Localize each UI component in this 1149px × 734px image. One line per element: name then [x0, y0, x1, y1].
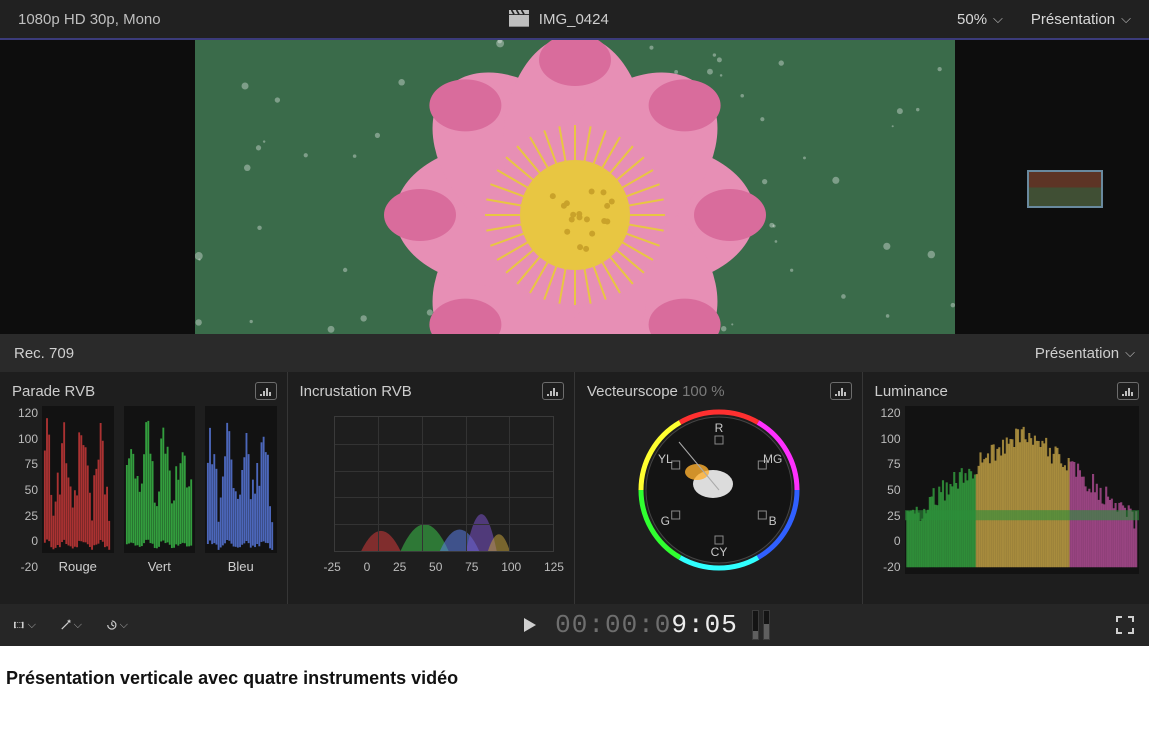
- audio-meter: [763, 610, 770, 640]
- presentation-label: Présentation: [1031, 11, 1115, 28]
- scopes-presentation-dropdown[interactable]: Présentation ⌵: [1035, 345, 1135, 362]
- luminance-area: [905, 406, 1140, 574]
- axis-tick: 50: [12, 483, 38, 497]
- audio-meters: [752, 610, 770, 640]
- chevron-down-icon: ⌵: [1125, 345, 1135, 361]
- svg-text:R: R: [715, 421, 724, 435]
- clapperboard-icon: [509, 10, 529, 28]
- axis-tick: 75: [465, 560, 478, 574]
- axis-tick: 0: [875, 534, 901, 548]
- scope-panel-parade: Parade RVB 120 100 75 50 25 0 -20 Rouge Vert Ble…: [0, 372, 288, 604]
- axis-tick: 0: [364, 560, 371, 574]
- lane-label: Bleu: [228, 559, 254, 574]
- transport-bar: ⌵ ⌵ ⌵ 00:00:09:05: [0, 604, 1149, 646]
- scopes-header: Rec. 709 Présentation ⌵: [0, 334, 1149, 372]
- svg-text:CY: CY: [711, 545, 728, 559]
- svg-text:YL: YL: [658, 452, 673, 466]
- scope-settings-button[interactable]: [542, 382, 564, 400]
- enhancements-tool-button[interactable]: ⌵: [60, 614, 82, 636]
- play-button[interactable]: [519, 614, 541, 636]
- axis-tick: 100: [12, 432, 38, 446]
- parade-lane: Rouge: [42, 406, 114, 574]
- scopes-presentation-label: Présentation: [1035, 345, 1119, 362]
- viewer-top-bar: 1080p HD 30p, Mono IMG_0424 50% ⌵ Présen…: [0, 0, 1149, 40]
- axis-tick: 120: [12, 406, 38, 420]
- axis-tick: -20: [12, 560, 38, 574]
- luminance-title: Luminance: [875, 383, 948, 400]
- overlay-x-axis: -25 0 25 50 75 100 125: [324, 560, 565, 574]
- scope-settings-button[interactable]: [830, 382, 852, 400]
- parade-y-axis: 120 100 75 50 25 0 -20: [12, 406, 42, 574]
- scope-panel-vectorscope: Vecteurscope 100 % R MG B CY G YL: [575, 372, 863, 604]
- clip-name: IMG_0424: [539, 11, 609, 28]
- luminance-y-axis: 120 100 75 50 25 0 -20: [875, 406, 905, 574]
- svg-text:MG: MG: [763, 452, 782, 466]
- axis-tick: 25: [875, 509, 901, 523]
- axis-tick: 50: [429, 560, 442, 574]
- overlay-scope-area: [334, 416, 555, 552]
- axis-tick: 125: [544, 560, 564, 574]
- scopes-row: Parade RVB 120 100 75 50 25 0 -20 Rouge Vert Ble…: [0, 372, 1149, 604]
- axis-tick: 120: [875, 406, 901, 420]
- audio-meter: [752, 610, 759, 640]
- axis-tick: 100: [875, 432, 901, 446]
- caption-text: Présentation verticale avec quatre instr…: [0, 646, 1149, 689]
- axis-tick: 0: [12, 534, 38, 548]
- fullscreen-button[interactable]: [1115, 615, 1135, 635]
- flower-preview: [195, 40, 955, 334]
- axis-tick: 100: [501, 560, 521, 574]
- video-viewer[interactable]: [0, 40, 1149, 334]
- timecode-display[interactable]: 00:00:09:05: [555, 610, 738, 640]
- axis-tick: 50: [875, 483, 901, 497]
- chevron-down-icon: ⌵: [74, 619, 82, 632]
- zoom-dropdown[interactable]: 50% ⌵: [957, 11, 1003, 28]
- chevron-down-icon: ⌵: [120, 619, 128, 632]
- overlay-title: Incrustation RVB: [300, 383, 412, 400]
- axis-tick: 75: [875, 457, 901, 471]
- lane-label: Rouge: [59, 559, 97, 574]
- vectorscope-area: R MG B CY G YL: [587, 406, 852, 574]
- svg-text:B: B: [769, 514, 777, 528]
- parade-lane: Bleu: [205, 406, 277, 574]
- parade-title: Parade RVB: [12, 383, 95, 400]
- parade-lane: Vert: [124, 406, 196, 574]
- chevron-down-icon: ⌵: [1121, 11, 1131, 27]
- scope-settings-button[interactable]: [255, 382, 277, 400]
- chevron-down-icon: ⌵: [28, 619, 36, 632]
- presentation-dropdown[interactable]: Présentation ⌵: [1031, 11, 1131, 28]
- axis-tick: -20: [875, 560, 901, 574]
- scope-settings-button[interactable]: [1117, 382, 1139, 400]
- clip-range-tool-button[interactable]: ⌵: [14, 614, 36, 636]
- scope-panel-overlay: Incrustation RVB -25 0 25 50 75 100 125: [288, 372, 576, 604]
- axis-tick: -25: [324, 560, 341, 574]
- axis-tick: 75: [12, 457, 38, 471]
- axis-tick: 25: [12, 509, 38, 523]
- retime-tool-button[interactable]: ⌵: [106, 614, 128, 636]
- format-info: 1080p HD 30p, Mono: [18, 11, 161, 28]
- zoom-label: 50%: [957, 11, 987, 28]
- axis-tick: 25: [393, 560, 406, 574]
- colorspace-label: Rec. 709: [14, 345, 1035, 362]
- chevron-down-icon: ⌵: [993, 11, 1003, 27]
- vectorscope-title: Vecteurscope 100 %: [587, 383, 725, 400]
- scope-panel-luminance: Luminance 120 100 75 50 25 0 -20: [863, 372, 1149, 604]
- mini-overlay-inset[interactable]: [1027, 170, 1103, 208]
- lane-label: Vert: [148, 559, 171, 574]
- svg-text:G: G: [661, 514, 670, 528]
